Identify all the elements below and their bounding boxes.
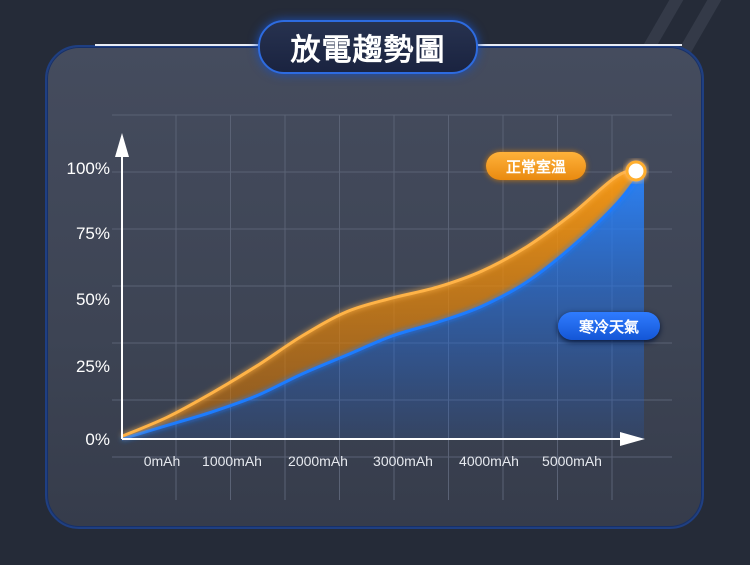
title-line-right xyxy=(472,44,682,46)
y-tick-label: 0% xyxy=(85,430,110,449)
legend-cold-weather: 寒冷天氣 xyxy=(558,312,660,340)
tick-labels: 0% 25% 50% 75% 100% 0mAh 1000mAh 2000mAh 3000mAh… xyxy=(67,159,602,469)
x-tick-label: 0mAh xyxy=(144,453,181,469)
area-cold-weather xyxy=(122,168,644,439)
y-tick-label: 25% xyxy=(76,357,110,376)
y-tick-label: 100% xyxy=(67,159,110,178)
chart-title: 放電趨勢圖 xyxy=(258,20,478,74)
area-normal-temperature xyxy=(122,168,644,439)
x-axis-arrow xyxy=(620,432,645,446)
x-tick-label: 2000mAh xyxy=(288,453,348,469)
legend-normal-temperature: 正常室溫 xyxy=(486,152,586,180)
line-cold-weather xyxy=(121,167,646,441)
axes xyxy=(115,133,645,446)
y-axis-arrow xyxy=(115,133,129,157)
end-point-marker xyxy=(625,160,647,182)
x-tick-label: 3000mAh xyxy=(373,453,433,469)
series-lines xyxy=(121,160,647,441)
title-line-left xyxy=(95,44,260,46)
y-tick-label: 75% xyxy=(76,224,110,243)
x-tick-label: 5000mAh xyxy=(542,453,602,469)
x-tick-label: 1000mAh xyxy=(202,453,262,469)
y-tick-label: 50% xyxy=(76,290,110,309)
series-fills xyxy=(122,168,644,439)
line-normal-temperature xyxy=(121,166,645,438)
x-tick-label: 4000mAh xyxy=(459,453,519,469)
